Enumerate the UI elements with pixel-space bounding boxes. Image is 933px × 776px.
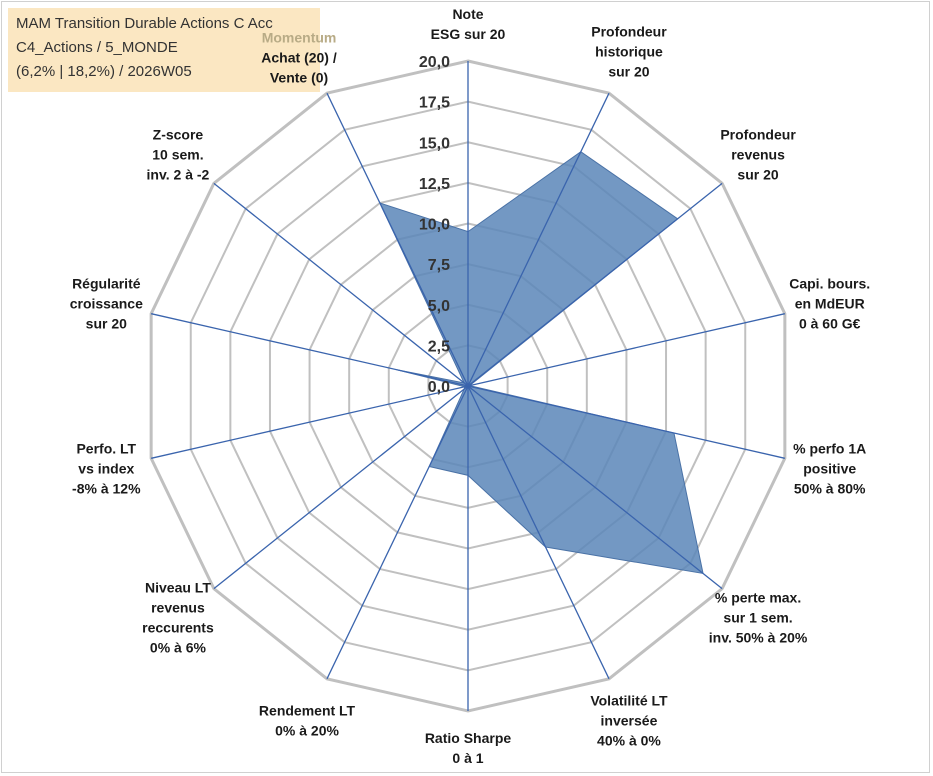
- axis-label-line: 0 à 1: [452, 750, 483, 766]
- axis-label-line: inv. 50% à 20%: [709, 629, 808, 645]
- axis-label-line: en MdEUR: [795, 295, 865, 311]
- axis-label-line: ESG sur 20: [431, 26, 506, 42]
- tick-label: 5,0: [428, 298, 450, 315]
- axis-spoke: [467, 385, 785, 459]
- axis-label-line: historique: [595, 44, 663, 60]
- axis-label: Ratio Sharpe 0 à 1: [425, 730, 512, 766]
- axis-label-line: % perfo 1A: [793, 441, 866, 457]
- axis-label: Régularité croissance sur 20: [70, 275, 143, 331]
- axis-label-line: sur 20: [86, 315, 127, 331]
- tick-label: 10,0: [419, 217, 450, 234]
- axis-label: Capi. bours. en MdEUR 0 à 60 G€: [789, 275, 870, 331]
- axis-spoke: [151, 313, 469, 387]
- axis-spoke: [151, 385, 469, 459]
- axis-label-line: Rendement LT: [259, 702, 356, 718]
- axis-label-line: % perte max.: [715, 589, 801, 605]
- axis-label: Profondeur revenus sur 20: [720, 127, 796, 183]
- axis-spoke: [467, 182, 723, 387]
- axis-label-line: Perfo. LT: [76, 441, 136, 457]
- axis-label-line: Momentum: [262, 30, 337, 46]
- fund-category: C4_Actions / 5_MONDE: [16, 39, 178, 56]
- axis-label: Perfo. LT vs index -8% à 12%: [72, 441, 141, 497]
- fund-period: (6,2% | 18,2%) / 2026W05: [16, 63, 192, 80]
- axis-label: Note ESG sur 20: [431, 6, 506, 42]
- axis-label-line: revenus: [731, 147, 785, 163]
- axis-label: Niveau LT revenus reccurents 0% à 6%: [142, 579, 214, 655]
- axis-spoke: [467, 313, 785, 387]
- tick-label: 20,0: [419, 54, 450, 71]
- axis-label-line: inv. 2 à -2: [147, 167, 210, 183]
- axis-label-line: Note: [452, 6, 483, 22]
- axis-label: % perte max. sur 1 sem. inv. 50% à 20%: [709, 589, 808, 645]
- axis-label-line: reccurents: [142, 619, 214, 635]
- axis-label-line: inversée: [601, 712, 658, 728]
- axis-label-line: Volatilité LT: [590, 692, 668, 708]
- axis-label-line: Capi. bours.: [789, 275, 870, 291]
- axis-spoke: [467, 385, 610, 680]
- axis-label-line: Vente (0): [270, 70, 328, 86]
- radar-axis-labels: Note ESG sur 20 Profondeur historique sur 20…: [70, 6, 870, 766]
- axis-label-line: vs index: [78, 461, 134, 477]
- axis-label: Rendement LT 0% à 20%: [259, 702, 356, 738]
- axis-label-line: Profondeur: [720, 127, 796, 143]
- axis-label: Profondeur historique sur 20: [591, 24, 667, 80]
- axis-label-line: sur 20: [608, 64, 649, 80]
- axis-label-line: Achat (20) /: [261, 50, 337, 66]
- axis-label-line: 0% à 20%: [275, 722, 339, 738]
- tick-label: 12,5: [419, 176, 450, 193]
- axis-label-line: croissance: [70, 295, 143, 311]
- tick-label: 15,0: [419, 135, 450, 152]
- axis-label-line: 10 sem.: [152, 147, 203, 163]
- axis-label-line: Niveau LT: [145, 579, 211, 595]
- tick-label: 2,5: [428, 338, 450, 355]
- axis-spoke: [213, 182, 469, 387]
- radar-spokes: [151, 61, 785, 711]
- axis-label-line: revenus: [151, 599, 205, 615]
- tick-label: 17,5: [419, 95, 450, 112]
- axis-label: Momentum Achat (20) / Vente (0): [261, 30, 337, 86]
- axis-label: Volatilité LT inversée 40% à 0%: [590, 692, 668, 748]
- radar-tick-labels: 0,0 2,5 5,0 7,5 10,0 12,5 15,0 17,5 20,0: [419, 54, 450, 396]
- axis-spoke: [213, 385, 469, 590]
- tick-label: 0,0: [428, 379, 450, 396]
- axis-label-line: Régularité: [72, 275, 141, 291]
- axis-label-line: sur 20: [737, 167, 778, 183]
- axis-spoke: [326, 385, 469, 680]
- axis-label-line: 50% à 80%: [794, 481, 866, 497]
- axis-label-line: Ratio Sharpe: [425, 730, 512, 746]
- axis-label-line: -8% à 12%: [72, 481, 141, 497]
- axis-spoke: [467, 385, 723, 590]
- axis-label: Z-score 10 sem. inv. 2 à -2: [147, 127, 210, 183]
- axis-label-line: Z-score: [153, 127, 204, 143]
- series-area: [378, 151, 704, 575]
- fund-name: MAM Transition Durable Actions C Acc: [16, 15, 273, 32]
- axis-label-line: 0% à 6%: [150, 639, 207, 655]
- axis-label-line: 0 à 60 G€: [799, 315, 861, 331]
- axis-spoke: [467, 92, 610, 387]
- axis-label: % perfo 1A positive 50% à 80%: [793, 441, 866, 497]
- axis-label-line: Profondeur: [591, 24, 667, 40]
- axis-spoke: [326, 92, 469, 387]
- axis-label-line: sur 1 sem.: [723, 609, 792, 625]
- axis-label-line: positive: [803, 461, 856, 477]
- tick-label: 7,5: [428, 257, 450, 274]
- radar-series: [378, 151, 704, 575]
- axis-label-line: 40% à 0%: [597, 732, 661, 748]
- fund-info-box: MAM Transition Durable Actions C Acc C4_…: [8, 8, 320, 92]
